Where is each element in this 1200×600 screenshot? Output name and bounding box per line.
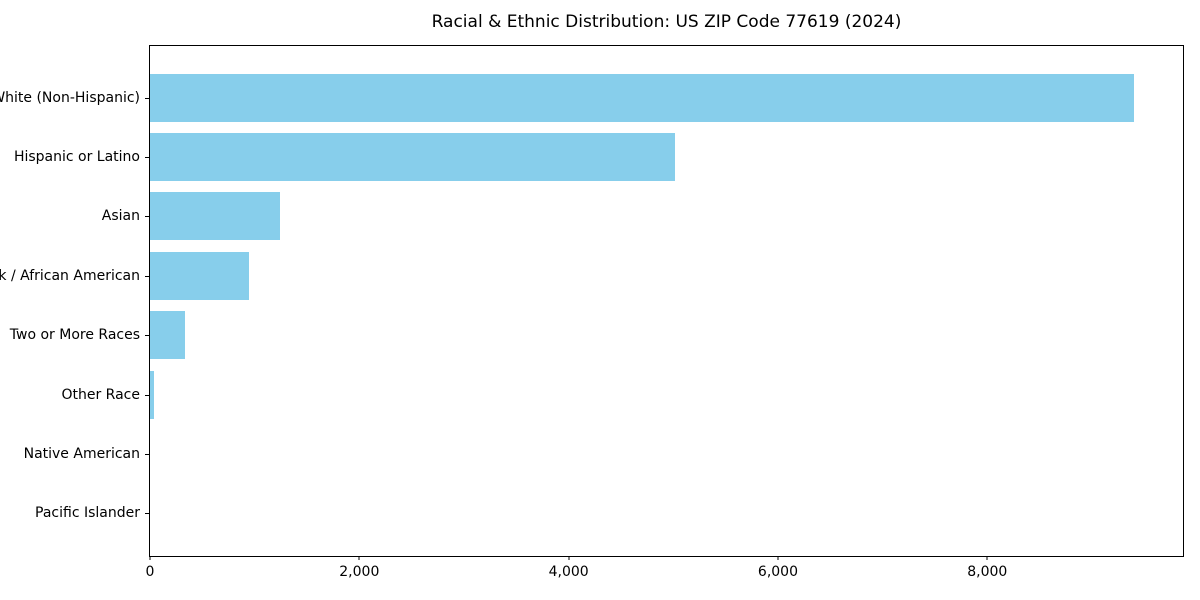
y-axis-tick xyxy=(145,453,149,455)
y-axis-tick xyxy=(145,216,149,218)
bar xyxy=(150,133,676,182)
plot-area: White (Non-Hispanic) Hispanic or Latino As… xyxy=(0,45,1184,580)
category-row: Hispanic or Latino xyxy=(14,127,1183,186)
x-tick-label: 2,000 xyxy=(339,564,380,580)
x-axis-tick xyxy=(149,556,151,560)
y-axis-label: Pacific Islander xyxy=(35,505,140,522)
x-tick-label: 6,000 xyxy=(757,564,798,580)
chart-title: Racial & Ethnic Distribution: US ZIP Cod… xyxy=(431,12,902,32)
x-axis-tick xyxy=(986,556,988,560)
category-row: Pacific Islander xyxy=(35,484,1183,543)
y-axis-tick xyxy=(145,157,149,159)
x-axis-tick xyxy=(568,556,570,560)
y-axis-label: Asian xyxy=(101,208,140,225)
x-tick-label: 0 xyxy=(145,564,155,580)
category-row: Two or More Races xyxy=(10,306,1183,365)
bar xyxy=(150,311,185,360)
y-axis-label: Other Race xyxy=(61,386,140,403)
y-axis-tick xyxy=(145,275,149,277)
bar xyxy=(150,73,1134,122)
category-row: Native American xyxy=(24,424,1183,483)
y-axis-label: Hispanic or Latino xyxy=(13,149,140,166)
y-axis-tick xyxy=(145,394,149,396)
category-row: Black / African American xyxy=(0,246,1183,305)
y-axis-label: White (Non-Hispanic) xyxy=(0,89,140,106)
x-tick-label: 8,000 xyxy=(967,564,1008,580)
category-row: White (Non-Hispanic) xyxy=(0,68,1183,127)
y-axis-tick xyxy=(145,335,149,337)
category-row: Asian xyxy=(102,187,1183,246)
x-tick-label: 4,000 xyxy=(548,564,589,580)
category-row: Other Race xyxy=(61,365,1183,424)
y-axis-tick xyxy=(145,513,149,515)
bar xyxy=(150,370,155,419)
y-axis-label: Black / African American xyxy=(0,267,140,284)
bar xyxy=(150,192,280,241)
bar-rows: White (Non-Hispanic) Hispanic or Latino As… xyxy=(0,46,1183,556)
x-axis-tick xyxy=(358,556,360,560)
y-axis-label: Two or More Races xyxy=(9,327,140,344)
bar xyxy=(150,251,250,300)
y-axis-label: Native American xyxy=(23,445,140,462)
x-axis-tick xyxy=(777,556,779,560)
y-axis-tick xyxy=(145,97,149,99)
